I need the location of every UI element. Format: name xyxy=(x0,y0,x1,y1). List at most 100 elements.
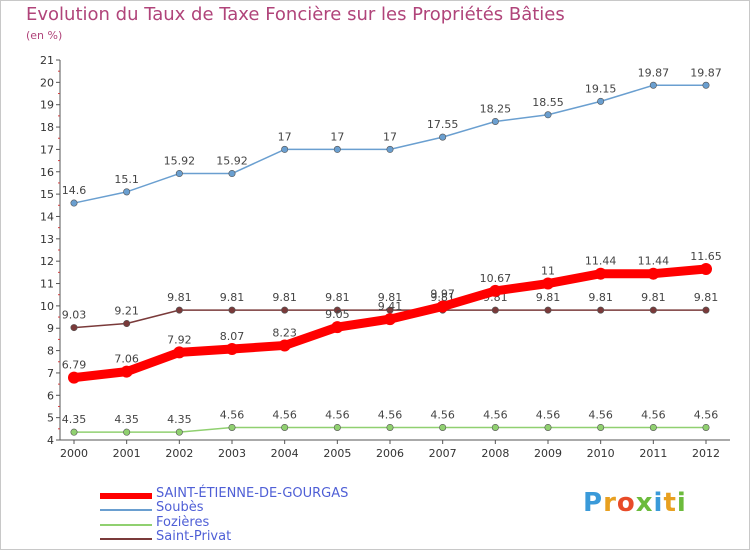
data-label: 4.56 xyxy=(272,408,297,421)
y-tick-label: 12 xyxy=(40,255,54,268)
data-label: 9.81 xyxy=(272,291,297,304)
proxiti-logo: Proxiti xyxy=(583,488,687,518)
data-point xyxy=(594,267,607,280)
data-label: 4.35 xyxy=(62,413,87,426)
logo-letter: i xyxy=(676,488,687,518)
data-point xyxy=(331,321,344,334)
logo-letter: x xyxy=(635,488,654,518)
series-line xyxy=(73,84,707,204)
x-tick-label: 2005 xyxy=(323,447,351,460)
x-tick-label: 2003 xyxy=(218,447,246,460)
x-tick-label: 2008 xyxy=(481,447,509,460)
y-tick-label: 19 xyxy=(40,99,54,112)
data-point xyxy=(597,306,605,314)
data-label: 9.05 xyxy=(325,308,350,321)
data-label: 15.92 xyxy=(216,155,248,168)
y-tick-label: 9 xyxy=(47,322,54,335)
data-point xyxy=(70,324,78,332)
data-label: 4.56 xyxy=(430,408,455,421)
data-label: 4.35 xyxy=(114,413,139,426)
data-point xyxy=(597,97,605,105)
data-point xyxy=(647,267,660,280)
data-label: 9.03 xyxy=(62,309,87,322)
data-label: 9.21 xyxy=(114,305,139,318)
data-label: 19.87 xyxy=(638,66,670,79)
data-label: 15.92 xyxy=(164,155,196,168)
legend-label: Saint-Privat xyxy=(156,529,232,544)
data-label: 11 xyxy=(541,265,555,278)
chart-subtitle: (en %) xyxy=(26,29,63,42)
y-tick-label: 17 xyxy=(40,143,54,156)
logo-letter: o xyxy=(616,488,636,518)
data-label: 4.56 xyxy=(483,408,508,421)
y-tick-label: 15 xyxy=(40,188,54,201)
data-point xyxy=(175,306,183,314)
y-tick-label: 10 xyxy=(40,300,54,313)
data-label: 4.56 xyxy=(220,408,245,421)
data-label: 14.6 xyxy=(62,184,87,197)
legend-swatch xyxy=(100,493,152,499)
data-point xyxy=(542,277,554,290)
logo-letter: P xyxy=(583,488,604,518)
data-label: 17 xyxy=(330,130,344,143)
y-tick-label: 11 xyxy=(40,278,54,291)
data-label: 11.44 xyxy=(585,255,617,268)
legend-label: SAINT-ÉTIENNE-DE-GOURGAS xyxy=(156,486,349,501)
data-label: 9.81 xyxy=(220,291,245,304)
data-label: 4.35 xyxy=(167,413,192,426)
legend-item-soubes: Soubès xyxy=(100,500,400,517)
data-point xyxy=(597,423,605,431)
data-label: 17 xyxy=(278,130,292,143)
data-label: 9.81 xyxy=(167,291,192,304)
data-label: 4.56 xyxy=(588,408,613,421)
data-label: 11.44 xyxy=(638,255,670,268)
data-point xyxy=(489,284,502,297)
logo-letter: r xyxy=(603,488,617,518)
x-tick-label: 2011 xyxy=(639,447,667,460)
data-point xyxy=(384,313,396,326)
data-point xyxy=(70,199,78,207)
data-point xyxy=(281,145,289,153)
data-point xyxy=(123,188,131,196)
legend-item-saint-privat: Saint-Privat xyxy=(100,529,400,546)
x-tick-label: 2006 xyxy=(376,447,404,460)
data-point xyxy=(123,320,131,328)
data-label: 17.55 xyxy=(427,118,459,131)
data-point xyxy=(544,306,552,314)
data-point xyxy=(439,133,447,141)
data-point xyxy=(333,306,341,314)
data-label: 17 xyxy=(383,130,397,143)
legend-item-saint-etienne-de-gourgas: SAINT-ÉTIENNE-DE-GOURGAS xyxy=(100,486,400,503)
data-point xyxy=(228,306,236,314)
data-point xyxy=(175,170,183,178)
y-tick-label: 21 xyxy=(40,54,54,67)
data-point xyxy=(649,423,657,431)
data-point xyxy=(70,428,78,436)
legend-swatch xyxy=(100,524,152,526)
legend-label: Soubès xyxy=(156,500,204,515)
data-point xyxy=(120,365,133,378)
x-tick-label: 2007 xyxy=(429,447,457,460)
data-point xyxy=(333,145,341,153)
data-point xyxy=(173,346,186,359)
data-label: 4.56 xyxy=(378,408,403,421)
data-label: 7.92 xyxy=(167,333,192,346)
data-point xyxy=(649,81,657,89)
data-label: 8.07 xyxy=(220,330,245,343)
data-point xyxy=(278,339,291,352)
y-tick-label: 6 xyxy=(47,389,54,402)
data-point xyxy=(439,423,447,431)
data-point xyxy=(228,423,236,431)
y-tick-label: 13 xyxy=(40,233,54,246)
data-point xyxy=(436,300,449,313)
data-point xyxy=(226,343,238,356)
y-tick-label: 4 xyxy=(47,434,54,447)
data-label: 9.97 xyxy=(430,288,455,301)
x-tick-label: 2009 xyxy=(534,447,562,460)
data-label: 7.06 xyxy=(114,353,139,366)
x-tick-label: 2012 xyxy=(692,447,720,460)
data-point xyxy=(281,306,289,314)
data-label: 19.87 xyxy=(690,66,722,79)
data-label: 18.25 xyxy=(480,102,512,115)
data-label: 9.81 xyxy=(378,291,403,304)
